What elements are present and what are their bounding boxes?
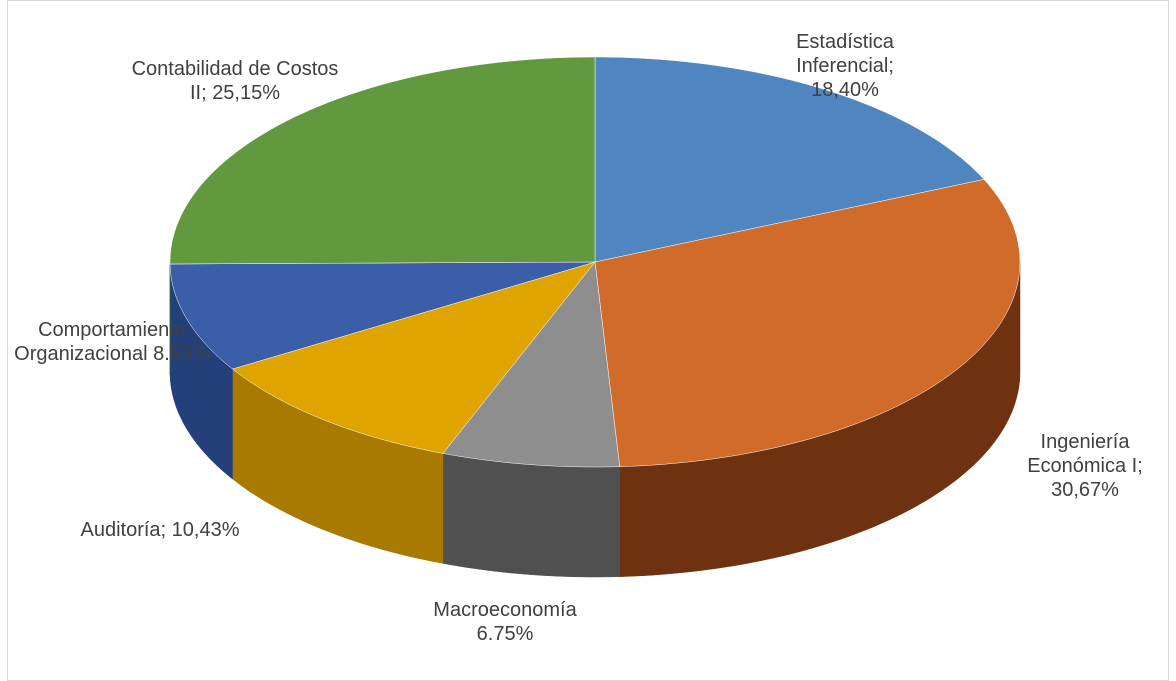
slice <box>594 56 985 263</box>
value-label: 10,43% <box>171 519 240 541</box>
data-label: Estadística Inferencial; 18,40% <box>765 30 925 102</box>
data-label: Contabilidad de Costos II; 25,15% <box>125 57 345 105</box>
slice <box>169 56 596 265</box>
value-label: 18,40% <box>811 79 879 101</box>
value-label: 8.59% <box>153 343 210 365</box>
data-label: Macroeconomía 6.75% <box>405 598 605 646</box>
category-label: Macroeconomía <box>433 599 577 621</box>
data-label: Auditoría; 10,43% <box>30 518 290 542</box>
category-label: Estadística Inferencial; <box>796 31 894 77</box>
category-label: Auditoría; <box>80 519 167 541</box>
value-label: 6.75% <box>476 623 534 645</box>
slice-side <box>442 453 620 578</box>
slice <box>594 179 1021 467</box>
category-label: Ingeniería Económica I; <box>1027 431 1143 477</box>
category-label: Comportamiento Organizacional <box>14 319 186 365</box>
category-label: Contabilidad de Costos II; <box>131 58 339 104</box>
slice <box>169 261 596 370</box>
data-label: Ingeniería Económica I; 30,67% <box>1010 430 1160 502</box>
slice <box>231 261 596 454</box>
data-label: Comportamiento Organizacional 8.59% <box>12 318 212 366</box>
slice <box>442 261 620 468</box>
value-label: 30,67% <box>1051 479 1119 501</box>
value-label: 25,15% <box>212 82 281 104</box>
